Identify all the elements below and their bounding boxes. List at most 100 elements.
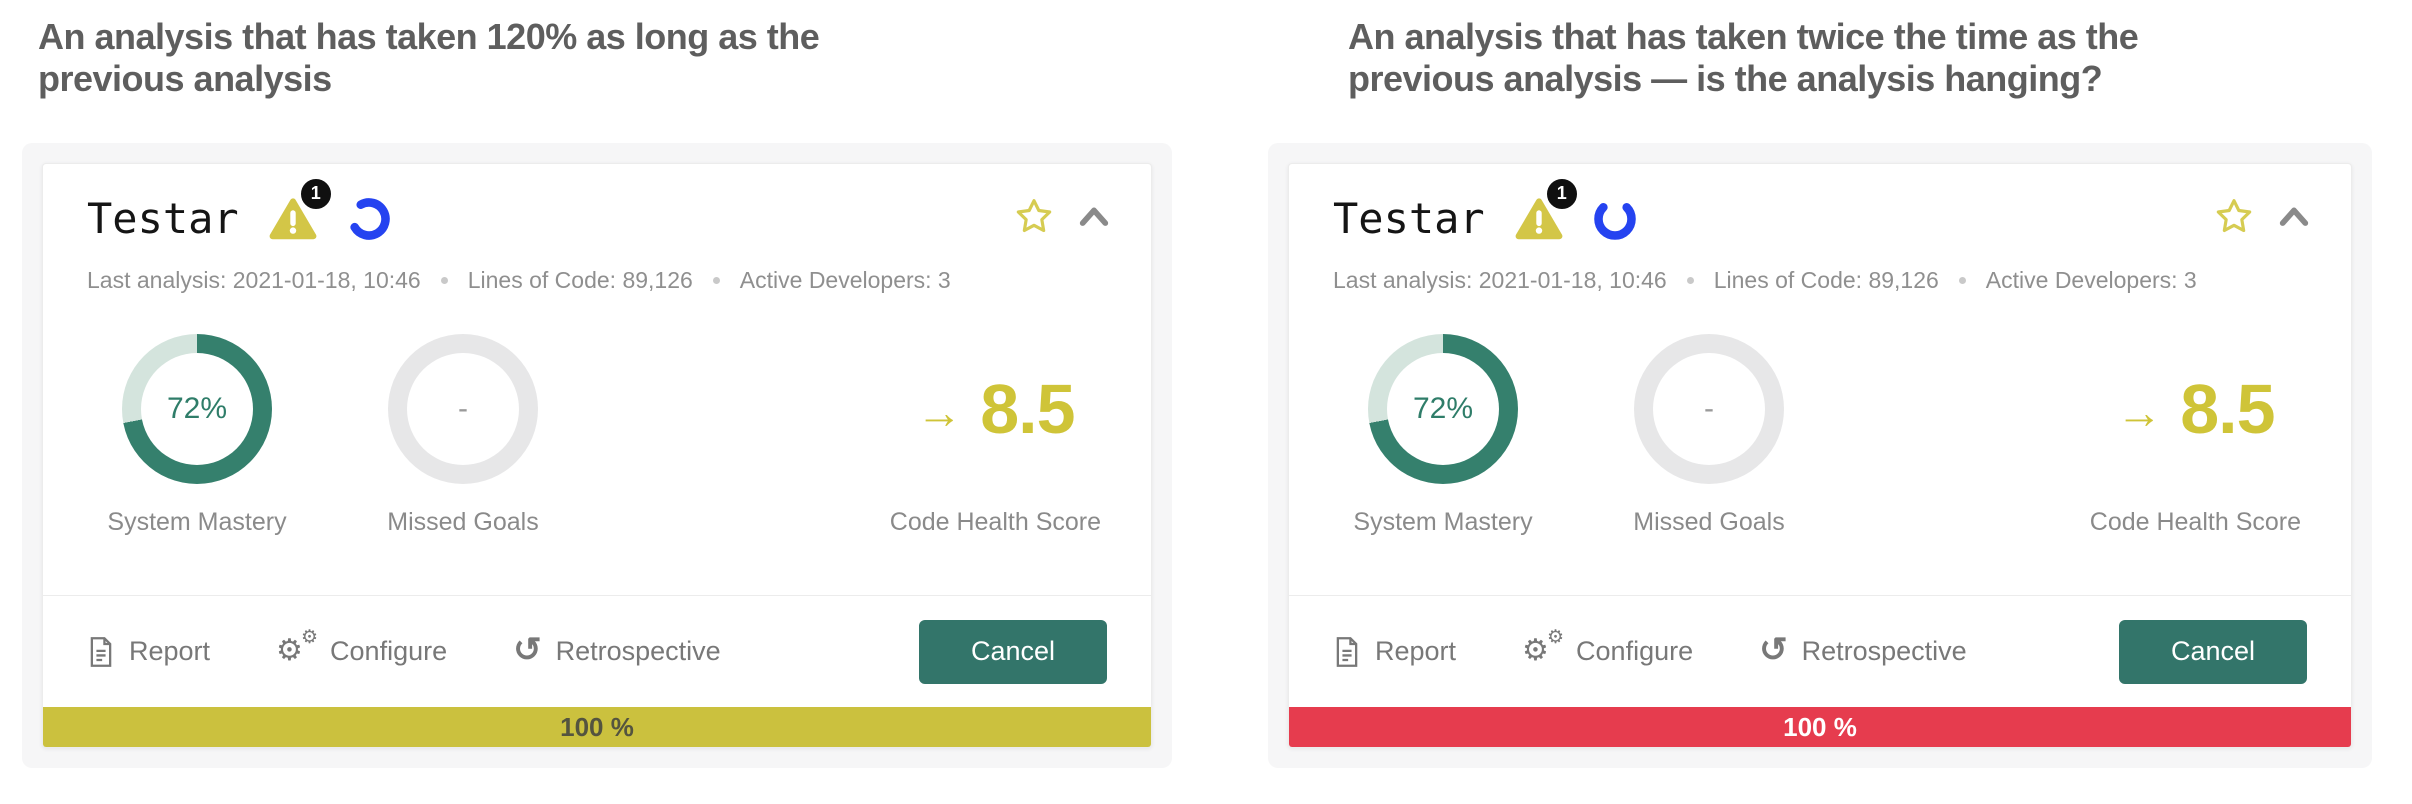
progress-label: 100 % <box>560 711 634 742</box>
retrospective-button[interactable]: ↺ Retrospective <box>1759 630 1967 669</box>
meta-lines-of-code: Lines of Code: 89,126 <box>1713 267 1939 293</box>
system-mastery-stat: 72% System Mastery <box>87 334 307 537</box>
gauge-center: 72% <box>141 353 253 465</box>
retrospective-button[interactable]: ↺ Retrospective <box>513 630 721 669</box>
chevron-up-icon[interactable] <box>1077 203 1111 234</box>
project-card: Testar 1 <box>42 163 1152 748</box>
code-health-score: → 8.5 <box>2116 334 2275 484</box>
action-label: Report <box>129 636 211 666</box>
missed-goals-gauge: - <box>1634 334 1784 484</box>
code-health-score: → 8.5 <box>916 334 1075 484</box>
dot-separator <box>712 277 720 284</box>
gauge-center: 72% <box>1387 353 1499 465</box>
stats-row: 72% System Mastery - Missed Goals → 8.5 <box>43 294 1151 537</box>
header-actions <box>2213 196 2311 241</box>
project-title: Testar <box>87 194 239 243</box>
system-mastery-gauge: 72% <box>1368 334 1518 484</box>
meta-row: Last analysis: 2021-01-18, 10:46 Lines o… <box>1289 243 2351 294</box>
header-actions <box>1013 196 1111 241</box>
report-button[interactable]: Report <box>87 636 210 668</box>
missed-goals-stat: - Missed Goals <box>1599 334 1819 537</box>
warning-icon[interactable]: 1 <box>269 176 333 241</box>
chevron-up-icon[interactable] <box>2277 203 2311 234</box>
project-card: Testar 1 <box>1288 163 2352 748</box>
analysis-progress-bar: 100 % <box>1289 707 2351 747</box>
card-header: Testar 1 <box>43 164 1151 243</box>
code-health-stat: → 8.5 Code Health Score <box>2090 334 2307 537</box>
missed-goals-gauge: - <box>388 334 538 484</box>
retrospective-icon: ↺ <box>513 630 542 669</box>
gauge-value: 72% <box>1412 392 1474 425</box>
stat-label: System Mastery <box>1353 508 1533 536</box>
code-health-stat: → 8.5 Code Health Score <box>890 334 1107 537</box>
stat-label: Missed Goals <box>387 508 539 536</box>
meta-active-developers: Active Developers: 3 <box>1985 267 2197 293</box>
action-label: Retrospective <box>555 636 721 666</box>
dot-separator <box>1958 277 1966 284</box>
gauge-value: 72% <box>166 392 228 425</box>
action-label: Configure <box>1576 636 1694 666</box>
meta-lines-of-code: Lines of Code: 89,126 <box>467 267 693 293</box>
caption-line: previous analysis <box>38 58 332 99</box>
gauge-value: - <box>1704 392 1714 425</box>
screenshot-frame-right: Testar 1 <box>1268 143 2372 768</box>
dot-separator <box>1686 277 1694 284</box>
spinner-icon <box>1593 197 1637 241</box>
star-icon[interactable] <box>2213 196 2255 241</box>
gauge-center: - <box>407 353 519 465</box>
system-mastery-gauge: 72% <box>122 334 272 484</box>
analysis-progress-bar: 100 % <box>43 707 1151 747</box>
action-label: Configure <box>330 636 448 666</box>
report-button[interactable]: Report <box>1333 636 1456 668</box>
card-header: Testar 1 <box>1289 164 2351 243</box>
action-label: Retrospective <box>1801 636 1967 666</box>
score-number: 8.5 <box>980 370 1075 448</box>
caption-line: An analysis that has taken 120% as long … <box>38 16 820 57</box>
meta-active-developers: Active Developers: 3 <box>739 267 951 293</box>
gear-icon: ⚙ <box>1522 633 1549 667</box>
warning-count-badge: 1 <box>1544 176 1579 211</box>
caption-line: An analysis that has taken twice the tim… <box>1348 16 2139 57</box>
gear-icon: ⚙ <box>1547 626 1565 648</box>
warning-count-badge: 1 <box>298 176 333 211</box>
meta-row: Last analysis: 2021-01-18, 10:46 Lines o… <box>43 243 1151 294</box>
title-group: Testar 1 <box>87 176 391 243</box>
retrospective-icon: ↺ <box>1759 630 1788 669</box>
star-icon[interactable] <box>1013 196 1055 241</box>
title-group: Testar 1 <box>1333 176 1637 243</box>
project-title: Testar <box>1333 194 1485 243</box>
gear-icon: ⚙ <box>301 626 319 648</box>
card-footer: Report ⚙ ⚙ Configure ↺ Retrospective Can… <box>43 595 1151 707</box>
warning-icon[interactable]: 1 <box>1515 176 1579 241</box>
spinner-icon <box>347 197 391 241</box>
stat-label: Code Health Score <box>2089 508 2301 536</box>
dot-separator <box>440 277 448 284</box>
screenshot-frame-left: Testar 1 <box>22 143 1172 768</box>
trend-arrow-icon: → <box>2116 386 2163 438</box>
caption-left: An analysis that has taken 120% as long … <box>38 16 820 100</box>
caption-line: previous analysis — is the analysis hang… <box>1348 58 2103 99</box>
missed-goals-stat: - Missed Goals <box>353 334 573 537</box>
configure-button[interactable]: ⚙ ⚙ Configure <box>276 628 448 670</box>
trend-arrow-icon: → <box>916 386 963 438</box>
stat-label: System Mastery <box>107 508 287 536</box>
gear-icon: ⚙ <box>276 633 303 667</box>
meta-last-analysis: Last analysis: 2021-01-18, 10:46 <box>1333 267 1667 293</box>
caption-right: An analysis that has taken twice the tim… <box>1348 16 2139 100</box>
card-footer: Report ⚙ ⚙ Configure ↺ Retrospective Can… <box>1289 595 2351 707</box>
score-number: 8.5 <box>2180 370 2275 448</box>
meta-last-analysis: Last analysis: 2021-01-18, 10:46 <box>87 267 421 293</box>
system-mastery-stat: 72% System Mastery <box>1333 334 1553 537</box>
gauge-value: - <box>458 392 468 425</box>
stat-label: Missed Goals <box>1633 508 1785 536</box>
stats-row: 72% System Mastery - Missed Goals → 8.5 <box>1289 294 2351 537</box>
configure-button[interactable]: ⚙ ⚙ Configure <box>1522 628 1694 670</box>
gauge-center: - <box>1653 353 1765 465</box>
action-label: Report <box>1375 636 1457 666</box>
configure-icon: ⚙ ⚙ <box>1522 628 1564 670</box>
progress-label: 100 % <box>1783 711 1857 742</box>
configure-icon: ⚙ ⚙ <box>276 628 318 670</box>
stat-label: Code Health Score <box>889 508 1101 536</box>
cancel-button[interactable]: Cancel <box>919 619 1107 684</box>
cancel-button[interactable]: Cancel <box>2119 619 2307 684</box>
